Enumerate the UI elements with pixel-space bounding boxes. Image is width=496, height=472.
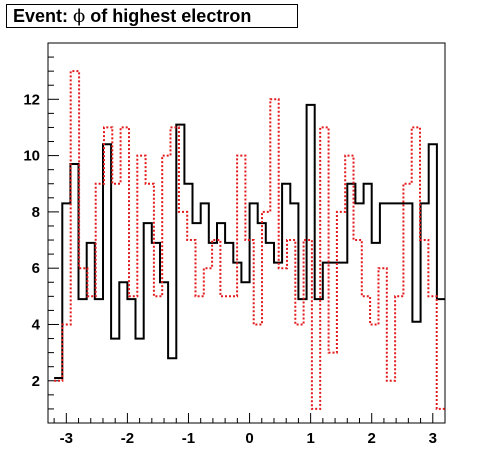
y-tick-label: 10 [23,148,40,165]
axis-ticks [48,56,446,423]
y-tick-label: 6 [32,260,40,277]
x-tick-label: 0 [245,430,253,447]
x-tick-label: 3 [429,430,437,447]
y-tick-label: 8 [32,204,40,221]
chart-title: Event: ϕ of highest electron [6,4,298,28]
plot-frame [47,42,446,424]
y-tick-label: 4 [32,316,41,333]
y-tick-label: 12 [23,91,40,108]
title-prefix: Event: [13,6,74,26]
y-tick-label: 2 [32,373,40,390]
red-dotted-histogram [54,70,445,410]
black-solid-histogram [54,103,445,379]
x-tick-label: 1 [306,430,314,447]
title-suffix: of highest electron [85,6,252,26]
x-tick-label: -2 [121,430,134,447]
title-phi-symbol: ϕ [73,6,86,27]
histogram-series [54,70,445,410]
x-tick-label: -3 [60,430,73,447]
x-tick-label: -1 [182,430,195,447]
x-tick-label: 2 [368,430,376,447]
